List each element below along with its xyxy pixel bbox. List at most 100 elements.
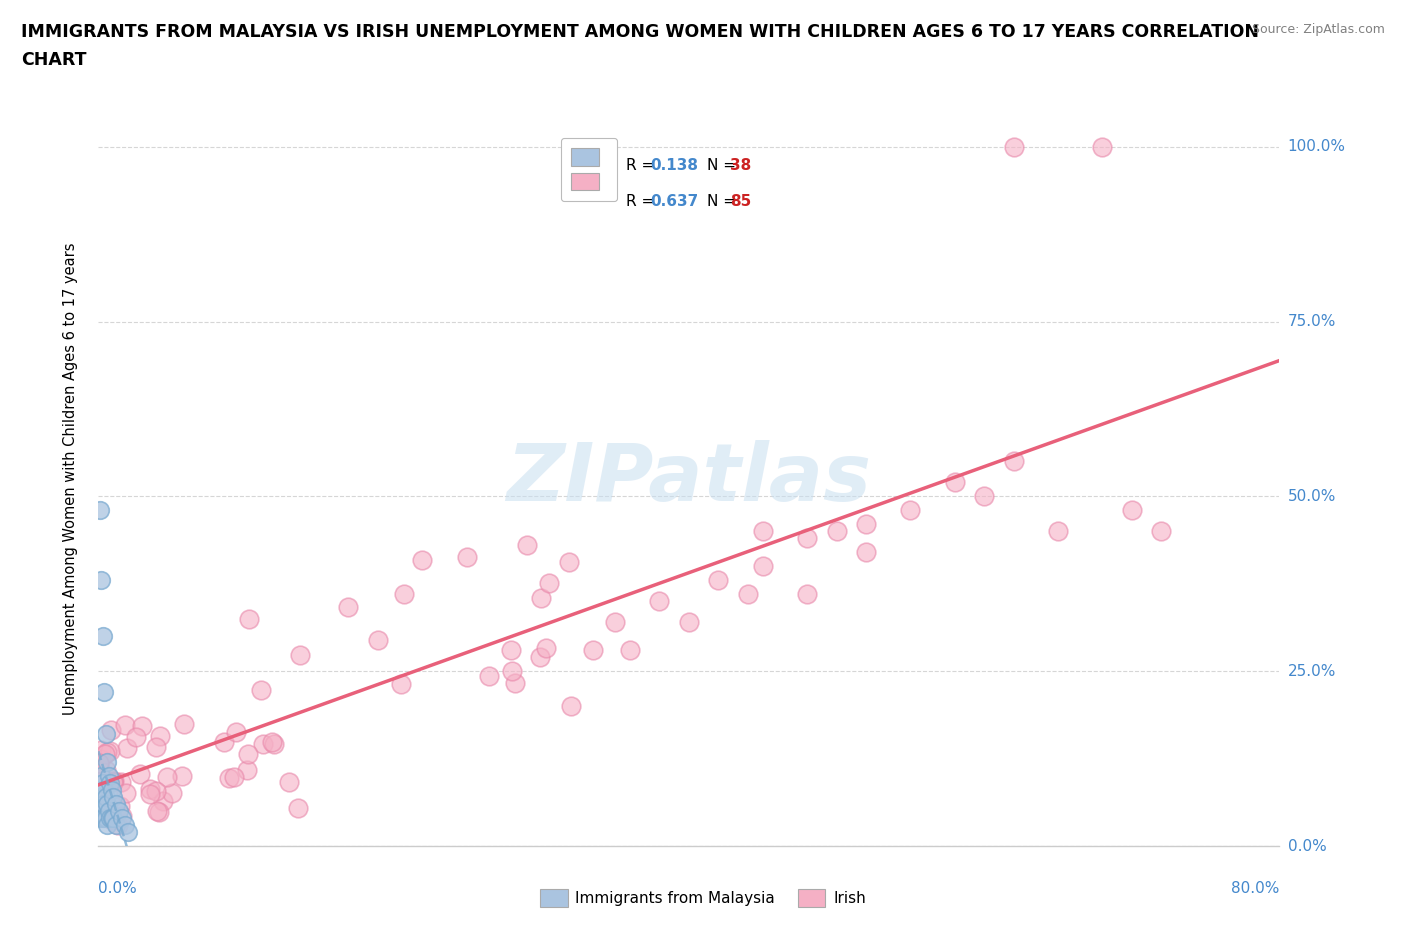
Point — [93, 746, 115, 761]
Point — [114, 817, 136, 832]
Point — [97, 769, 120, 784]
Point — [100, 812, 122, 827]
Point — [238, 612, 260, 627]
Point — [225, 724, 247, 739]
Point — [501, 664, 523, 679]
Point — [117, 740, 139, 755]
Point — [145, 784, 167, 799]
Point — [290, 647, 312, 662]
Point — [108, 804, 131, 818]
Point — [103, 790, 125, 804]
Point — [529, 650, 551, 665]
Point — [96, 745, 118, 760]
Point — [503, 676, 526, 691]
Text: 80.0%: 80.0% — [1232, 882, 1279, 897]
Point — [115, 786, 138, 801]
Point — [411, 552, 433, 567]
Point — [796, 587, 818, 602]
Point — [90, 769, 112, 784]
Text: 0.0%: 0.0% — [1288, 839, 1326, 854]
Point — [737, 587, 759, 602]
Point — [173, 717, 195, 732]
Text: 0.0%: 0.0% — [98, 882, 138, 897]
Point — [337, 600, 360, 615]
Point — [162, 786, 184, 801]
Point — [825, 524, 848, 538]
Point — [91, 629, 114, 644]
Point — [516, 538, 538, 552]
Point — [98, 743, 121, 758]
Point — [100, 723, 122, 737]
Point — [145, 740, 167, 755]
Point — [1002, 140, 1025, 154]
Point — [103, 773, 125, 788]
Point — [125, 729, 148, 744]
Point — [103, 774, 125, 789]
Point — [156, 769, 179, 784]
Point — [236, 747, 259, 762]
Point — [389, 677, 412, 692]
Point — [560, 699, 582, 714]
Point — [93, 684, 115, 699]
Point — [96, 763, 118, 777]
Point — [678, 615, 700, 630]
Point — [752, 559, 775, 574]
Point — [100, 811, 122, 826]
Point — [114, 718, 136, 733]
Text: 85: 85 — [730, 194, 752, 209]
Point — [619, 643, 641, 658]
Text: N =: N = — [707, 158, 741, 173]
Point — [287, 801, 309, 816]
Point — [855, 517, 877, 532]
Point — [170, 768, 193, 783]
Point — [538, 576, 561, 591]
Point — [91, 797, 114, 812]
Point — [129, 767, 152, 782]
Point — [152, 793, 174, 808]
Point — [260, 735, 283, 750]
Point — [90, 790, 112, 804]
Point — [149, 729, 172, 744]
Point — [796, 531, 818, 546]
Point — [752, 524, 775, 538]
Point — [100, 783, 122, 798]
Text: CHART: CHART — [21, 51, 87, 69]
Point — [855, 545, 877, 560]
Point — [90, 573, 112, 588]
Point — [138, 787, 160, 802]
Point — [1150, 524, 1173, 538]
Point — [1091, 140, 1114, 154]
Point — [89, 790, 111, 804]
Text: R =: R = — [626, 194, 659, 209]
Point — [900, 503, 922, 518]
Point — [707, 573, 730, 588]
Point — [218, 771, 240, 786]
Text: 25.0%: 25.0% — [1288, 664, 1336, 679]
Text: 100.0%: 100.0% — [1288, 140, 1346, 154]
Point — [91, 776, 114, 790]
Text: 0.637: 0.637 — [650, 194, 699, 209]
Point — [94, 727, 117, 742]
Point — [212, 735, 235, 750]
Point — [117, 825, 139, 840]
Point — [90, 751, 112, 766]
Point — [1002, 454, 1025, 469]
Point — [96, 817, 118, 832]
Point — [1121, 503, 1143, 518]
Point — [96, 797, 118, 812]
Point — [93, 783, 115, 798]
Point — [250, 683, 273, 698]
Point — [91, 811, 114, 826]
Point — [367, 632, 389, 647]
Legend: , : , — [561, 138, 617, 201]
Point — [478, 669, 501, 684]
Point — [236, 763, 259, 777]
Text: 0.138: 0.138 — [650, 158, 697, 173]
Point — [96, 755, 118, 770]
Legend: Immigrants from Malaysia, Irish: Immigrants from Malaysia, Irish — [534, 884, 872, 913]
Text: N =: N = — [707, 194, 741, 209]
Point — [98, 776, 121, 790]
Point — [252, 737, 274, 751]
Point — [105, 797, 128, 812]
Point — [89, 503, 111, 518]
